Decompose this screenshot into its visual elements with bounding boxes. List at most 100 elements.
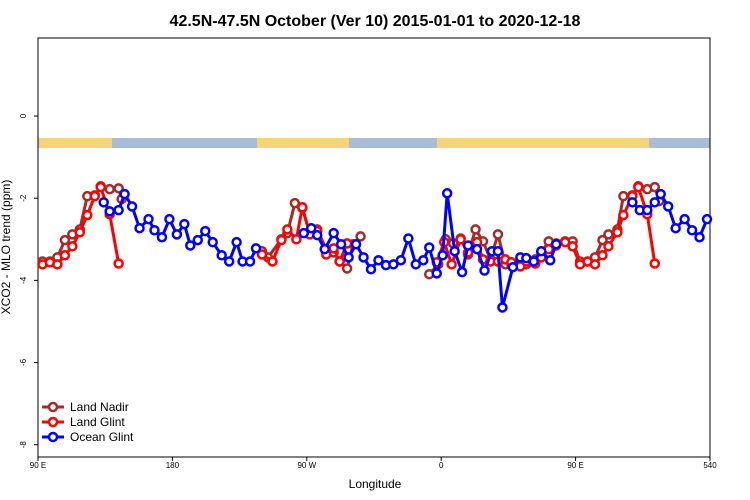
point [185, 240, 196, 251]
point [171, 229, 183, 240]
point [306, 222, 317, 234]
land-band [257, 138, 349, 148]
point [597, 250, 608, 261]
point [603, 241, 614, 252]
point [365, 264, 377, 275]
point [455, 234, 466, 245]
legend-label: Land Nadir [70, 400, 129, 414]
point [441, 188, 453, 199]
point [291, 234, 302, 245]
point [655, 188, 666, 200]
point [126, 201, 138, 212]
legend-swatch-marker [47, 431, 59, 443]
point [479, 265, 490, 276]
point [59, 234, 71, 246]
point [298, 227, 310, 239]
point [470, 224, 481, 235]
point [149, 224, 160, 236]
point [276, 234, 287, 246]
point [649, 258, 660, 269]
point [670, 222, 681, 234]
point [589, 259, 601, 270]
y-tick-label: -2 [19, 194, 28, 202]
point [536, 245, 547, 257]
point [95, 181, 106, 193]
point [431, 268, 442, 279]
legend-swatch-marker [47, 416, 59, 428]
point [618, 190, 629, 202]
chart-title: 42.5N-47.5N October (Ver 10) 2015-01-01 … [170, 13, 581, 30]
x-tick-label: 0 [439, 461, 444, 470]
point [223, 256, 235, 267]
point [471, 243, 483, 255]
x-tick-label: 180 [166, 461, 180, 470]
point [410, 259, 422, 270]
point [319, 243, 330, 255]
point [627, 197, 638, 208]
point [395, 254, 407, 266]
x-axis-label: Longitude [349, 477, 402, 491]
point [67, 241, 78, 252]
point [164, 213, 175, 225]
series-line [102, 191, 709, 309]
point [192, 234, 204, 246]
y-tick-label: 0 [19, 113, 28, 118]
ocean-band [38, 138, 710, 148]
point [328, 227, 339, 239]
point [649, 197, 660, 208]
x-tick-label: 90 E [567, 461, 583, 470]
point [98, 197, 109, 208]
x-tick-label: 90 W [297, 461, 316, 470]
point [701, 213, 713, 225]
series [37, 181, 665, 280]
point [350, 238, 362, 250]
point [256, 249, 268, 260]
point [612, 227, 623, 238]
point [207, 236, 218, 248]
point [679, 213, 690, 225]
point [200, 225, 211, 237]
point [456, 266, 468, 278]
point [244, 256, 256, 267]
point [341, 263, 353, 274]
y-tick-label: -4 [19, 276, 28, 284]
point [449, 245, 460, 257]
point [528, 256, 540, 267]
point [74, 227, 86, 238]
point [250, 243, 262, 254]
point [418, 254, 429, 266]
point [686, 224, 698, 236]
point [492, 245, 504, 257]
point [179, 218, 190, 230]
point [104, 183, 115, 195]
point [113, 204, 124, 216]
legend-label: Ocean Glint [70, 430, 134, 444]
point [59, 250, 71, 261]
point [104, 206, 115, 217]
point [649, 181, 660, 193]
point [559, 236, 571, 248]
point [216, 250, 227, 261]
point [297, 201, 308, 213]
point [355, 231, 366, 242]
point [335, 238, 347, 250]
point [437, 250, 448, 261]
legend-label: Land Glint [70, 415, 125, 429]
y-tick-label: -6 [19, 358, 28, 366]
point [231, 236, 242, 248]
point [267, 256, 278, 267]
point [642, 204, 653, 216]
point [618, 209, 629, 221]
point [312, 229, 323, 241]
point [358, 252, 369, 263]
point [334, 256, 345, 267]
point [550, 238, 562, 250]
point [544, 254, 556, 266]
plot-frame [37, 37, 711, 458]
y-tick-label: -8 [19, 441, 28, 449]
point [388, 259, 399, 270]
legend-swatch-marker [47, 401, 59, 413]
point [497, 302, 508, 313]
